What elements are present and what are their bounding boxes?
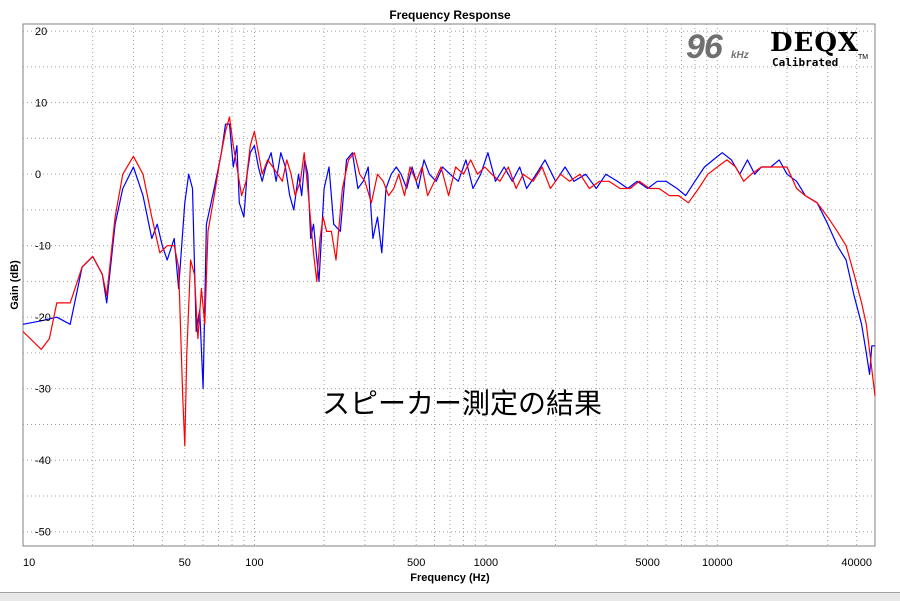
- sample-rate-unit: kHz: [731, 50, 749, 61]
- chart-annotation: スピーカー測定の結果: [322, 387, 603, 420]
- brand-logo: DEQX: [770, 28, 860, 58]
- x-tick-label: 50: [179, 557, 191, 569]
- y-tick-label: -40: [35, 455, 51, 467]
- y-tick-label: -10: [35, 241, 51, 253]
- trademark-mark: TM: [858, 54, 869, 61]
- y-tick-label: -20: [35, 312, 51, 324]
- y-tick-label: -30: [35, 384, 51, 396]
- series-line-red: [22, 116, 876, 447]
- x-tick-label: 1000: [474, 557, 498, 569]
- x-tick-label: 10: [23, 557, 35, 569]
- x-tick-label: 5000: [635, 557, 659, 569]
- series-line-blue: [22, 123, 875, 390]
- y-tick-label: 10: [35, 98, 47, 110]
- x-tick-label: 500: [407, 557, 425, 569]
- y-axis-title: Gain (dB): [9, 260, 21, 310]
- sample-rate-logo: 96: [686, 28, 723, 66]
- series-layer: [22, 116, 876, 447]
- y-tick-label: 0: [35, 169, 41, 181]
- y-tick-label: -50: [35, 527, 51, 539]
- x-tick-label: 100: [245, 557, 263, 569]
- x-tick-label: 40000: [841, 557, 872, 569]
- y-tick-label: 20: [35, 26, 47, 38]
- x-axis-title: Frequency (Hz): [410, 572, 490, 584]
- grid: [23, 24, 875, 546]
- plot-area: [22, 23, 876, 547]
- status-strip: [0, 592, 900, 601]
- tick-labels: 10 50 100 500 1000 5000 10000 4000020100-10-20-…: [23, 26, 872, 569]
- brand-tagline: Calibrated: [772, 56, 839, 69]
- chart-title: Frequency Response: [389, 8, 511, 22]
- x-tick-label: 10000: [702, 557, 733, 569]
